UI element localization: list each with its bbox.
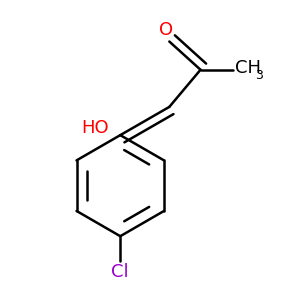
Text: Cl: Cl [112, 263, 129, 281]
Text: HO: HO [81, 119, 108, 137]
Text: 3: 3 [255, 69, 262, 82]
Text: CH: CH [235, 59, 261, 77]
Text: O: O [159, 20, 173, 38]
